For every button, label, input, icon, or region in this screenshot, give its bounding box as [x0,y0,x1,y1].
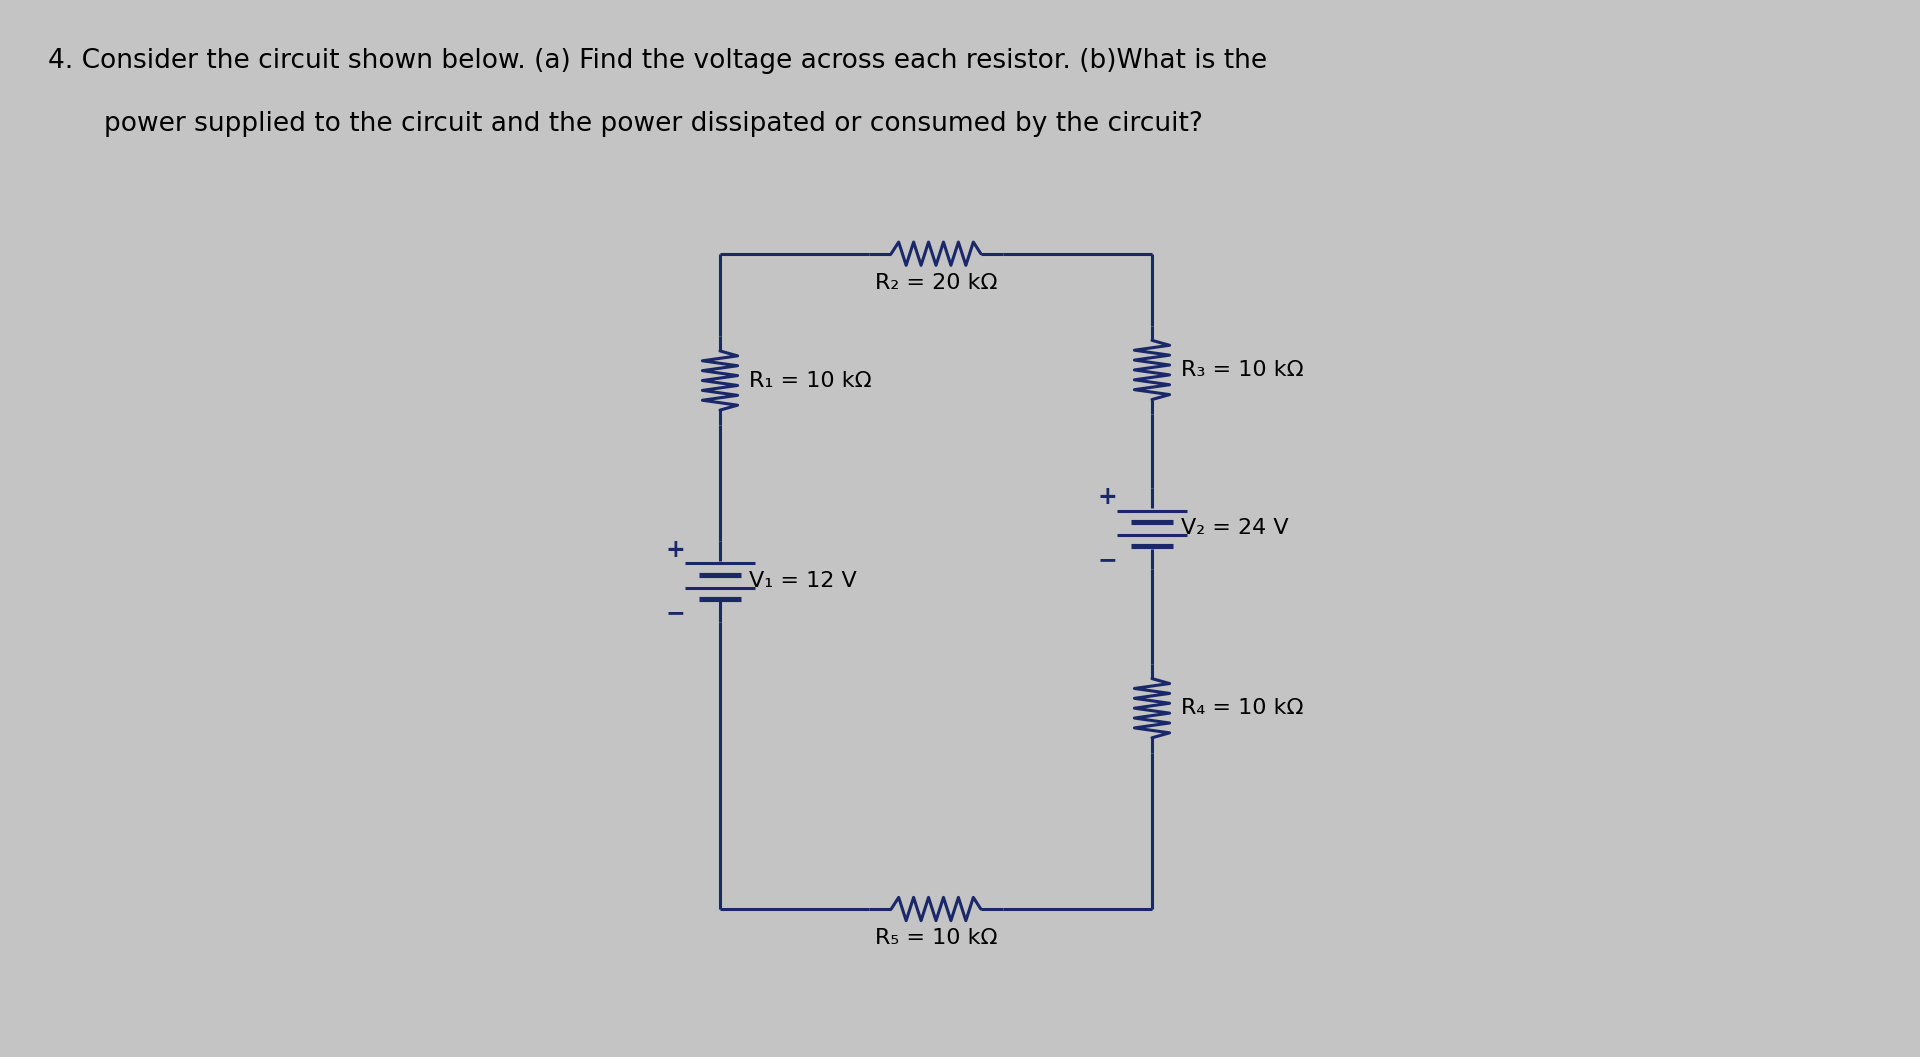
Text: +: + [1098,485,1117,508]
Text: −: − [666,601,685,625]
Text: V₁ = 12 V: V₁ = 12 V [749,572,856,591]
Text: R₂ = 20 kΩ: R₂ = 20 kΩ [876,273,996,293]
Text: R₁ = 10 kΩ: R₁ = 10 kΩ [749,371,872,390]
Text: V₂ = 24 V: V₂ = 24 V [1181,519,1288,538]
Text: power supplied to the circuit and the power dissipated or consumed by the circui: power supplied to the circuit and the po… [104,111,1202,137]
Text: 4. Consider the circuit shown below. (a) Find the voltage across each resistor. : 4. Consider the circuit shown below. (a)… [48,48,1267,74]
Text: R₄ = 10 kΩ: R₄ = 10 kΩ [1181,699,1304,718]
Text: +: + [666,538,685,561]
Text: −: − [1098,549,1117,572]
Text: R₃ = 10 kΩ: R₃ = 10 kΩ [1181,360,1304,379]
Text: R₅ = 10 kΩ: R₅ = 10 kΩ [876,928,996,948]
